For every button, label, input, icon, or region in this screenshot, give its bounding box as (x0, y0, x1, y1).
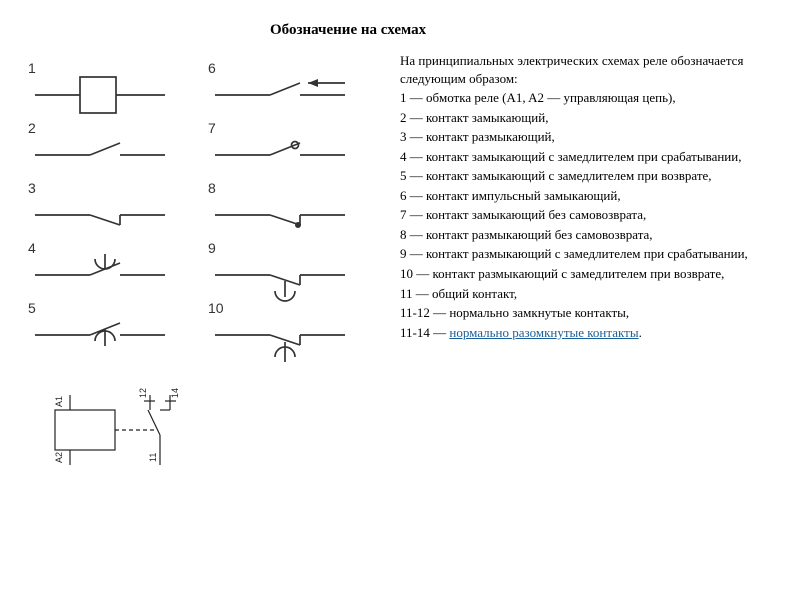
symbols-svg: 1 2 3 4 (20, 55, 390, 555)
legend-column: На принципиальных электрических схемах р… (400, 52, 770, 343)
coil-diagram: A1 A2 11 12 14 (54, 388, 180, 465)
legend-line-12: 11-12 — нормально замкнутые контакты, (400, 304, 770, 322)
legend-last-suffix: . (639, 325, 642, 340)
symbol-3: 3 (28, 180, 165, 225)
legend-line-1: 1 — обмотка реле (A1, A2 — управляющая ц… (400, 89, 770, 107)
symbol-10-label: 10 (208, 300, 224, 316)
intro-text: На принципиальных электрических схемах р… (400, 52, 770, 87)
legend-line-9: 9 — контакт размыкающий с замедлителем п… (400, 245, 770, 263)
legend-line-6: 6 — контакт импульсный замыкающий, (400, 187, 770, 205)
symbol-5: 5 (28, 300, 165, 346)
symbol-9-label: 9 (208, 240, 216, 256)
legend-line-13: 11-14 — нормально разомкнутые контакты. (400, 324, 770, 342)
legend-line-10: 10 — контакт размыкающий с замедлителем … (400, 265, 770, 283)
symbol-10: 10 (208, 300, 345, 362)
symbol-8: 8 (208, 180, 345, 228)
symbol-3-label: 3 (28, 180, 36, 196)
legend-line-8: 8 — контакт размыкающий без самовозврата… (400, 226, 770, 244)
legend-last-link[interactable]: нормально разомкнутые контакты (449, 325, 638, 340)
symbol-8-label: 8 (208, 180, 216, 196)
symbol-4-label: 4 (28, 240, 36, 256)
symbol-7: 7 (208, 120, 345, 155)
symbol-6: 6 (208, 60, 345, 95)
symbol-2-label: 2 (28, 120, 36, 136)
symbol-2: 2 (28, 120, 165, 155)
symbol-9: 9 (208, 240, 345, 301)
legend-line-3: 3 — контакт размыкающий, (400, 128, 770, 146)
coil-a1-label: A1 (54, 396, 64, 407)
symbol-4: 4 (28, 240, 165, 275)
coil-11-label: 11 (148, 453, 158, 462)
legend-line-5: 5 — контакт замыкающий с замедлителем пр… (400, 167, 770, 185)
legend-line-4: 4 — контакт замыкающий с замедлителем пр… (400, 148, 770, 166)
coil-a2-label: A2 (54, 452, 64, 463)
symbol-1-label: 1 (28, 60, 36, 76)
symbol-5-label: 5 (28, 300, 36, 316)
coil-14-label: 14 (170, 388, 180, 398)
legend-last-prefix: 11-14 — (400, 325, 449, 340)
symbol-1: 1 (28, 60, 165, 113)
legend-line-2: 2 — контакт замыкающий, (400, 109, 770, 127)
symbol-grid: 1 2 3 4 (20, 55, 390, 560)
symbol-7-label: 7 (208, 120, 216, 136)
legend-line-7: 7 — контакт замыкающий без самовозврата, (400, 206, 770, 224)
coil-12-label: 12 (138, 388, 148, 398)
page-title: Обозначение на схемах (270, 22, 426, 39)
legend-line-11: 11 — общий контакт, (400, 285, 770, 303)
symbol-6-label: 6 (208, 60, 216, 76)
